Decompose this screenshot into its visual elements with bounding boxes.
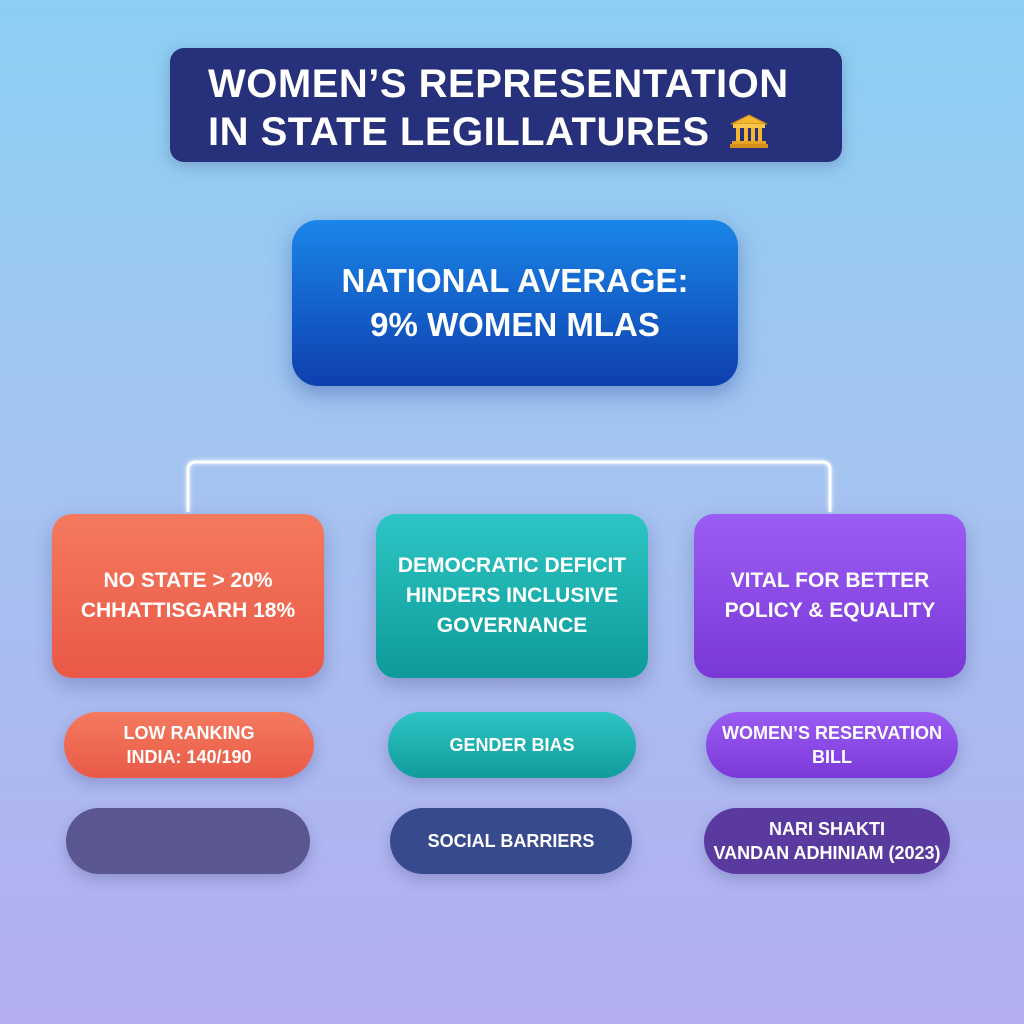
pill-text-line: VANDAN ADHINIAM (2023) — [713, 843, 941, 863]
pill-text-line: LOW RANKING — [123, 723, 255, 743]
national-average-value: 9% WOMEN MLAS — [370, 306, 660, 343]
national-average-label: NATIONAL AVERAGE: — [341, 262, 689, 299]
pill-text-line: BILL — [812, 747, 852, 767]
card-text-line: GOVERNANCE — [436, 614, 588, 637]
pill-text-line: INDIA: 140/190 — [126, 747, 252, 767]
pill-text-line: GENDER BIAS — [449, 735, 575, 755]
card-policy-equality: VITAL FOR BETTER POLICY & EQUALITY — [694, 514, 966, 678]
card-text-line: POLICY & EQUALITY — [724, 599, 936, 622]
card-text-line: DEMOCRATIC DEFICIT — [397, 554, 627, 577]
card-text-line: VITAL FOR BETTER — [730, 569, 930, 592]
title-line-2-wrap: IN STATE LEGILLATURES — [208, 108, 842, 160]
title-line-1: WOMEN’S REPRESENTATION — [208, 62, 789, 106]
title-line-2: IN STATE LEGILLATURES — [208, 110, 710, 154]
pill-empty — [66, 808, 310, 874]
government-building-icon — [729, 112, 769, 160]
pill-text-line: NARI SHAKTI — [769, 819, 885, 839]
national-average-node: NATIONAL AVERAGE: 9% WOMEN MLAS — [292, 220, 738, 386]
pill-text-line: SOCIAL BARRIERS — [427, 831, 595, 851]
pill-reservation-bill: WOMEN’S RESERVATION BILL — [706, 712, 958, 778]
card-text-line: CHHATTISGARH 18% — [80, 599, 296, 622]
pill-social-barriers: SOCIAL BARRIERS — [390, 808, 632, 874]
branch-connector — [186, 460, 832, 512]
pill-low-ranking: LOW RANKING INDIA: 140/190 — [64, 712, 314, 778]
pill-nari-shakti: NARI SHAKTI VANDAN ADHINIAM (2023) — [704, 808, 950, 874]
pill-text-line: WOMEN’S RESERVATION — [721, 723, 943, 743]
card-state-stats: NO STATE > 20% CHHATTISGARH 18% — [52, 514, 324, 678]
pill-gender-bias: GENDER BIAS — [388, 712, 636, 778]
card-text-line: HINDERS INCLUSIVE — [405, 584, 619, 607]
card-text-line: NO STATE > 20% — [103, 569, 273, 592]
card-democratic-deficit: DEMOCRATIC DEFICIT HINDERS INCLUSIVE GOV… — [376, 514, 648, 678]
title-banner: WOMEN’S REPRESENTATION IN STATE LEGILLAT… — [170, 48, 842, 162]
